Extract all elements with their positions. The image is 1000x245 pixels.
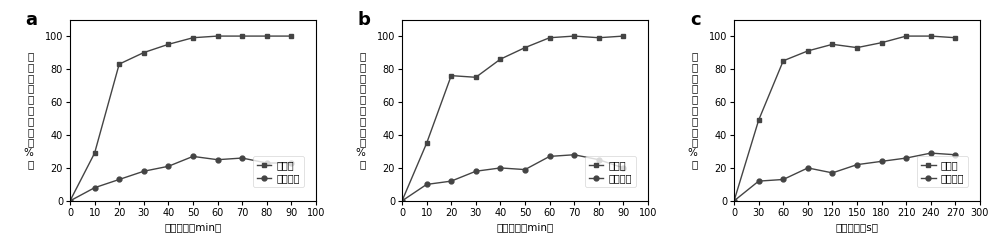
Line: 正突变率: 正突变率 bbox=[400, 152, 626, 203]
Line: 致死率: 致死率 bbox=[732, 34, 958, 203]
正突变率 bbox=[138, 170, 150, 173]
致死率 bbox=[187, 36, 199, 39]
正突变率 bbox=[162, 165, 174, 168]
致死率 bbox=[925, 35, 937, 37]
X-axis label: 诱变时间（min）: 诱变时间（min） bbox=[164, 222, 222, 232]
X-axis label: 诱变时间（s）: 诱变时间（s） bbox=[836, 222, 879, 232]
X-axis label: 诱变时间（min）: 诱变时间（min） bbox=[496, 222, 554, 232]
致死率 bbox=[162, 43, 174, 46]
正突变率 bbox=[593, 158, 605, 161]
正突变率 bbox=[568, 153, 580, 156]
Legend: 致死率, 正突变率: 致死率, 正突变率 bbox=[585, 156, 636, 187]
Legend: 致死率, 正突变率: 致死率, 正突变率 bbox=[253, 156, 304, 187]
正突变率 bbox=[519, 168, 531, 171]
致死率 bbox=[802, 49, 814, 52]
致死率 bbox=[544, 36, 556, 39]
Line: 致死率: 致死率 bbox=[68, 34, 294, 203]
Text: c: c bbox=[690, 11, 700, 28]
致死率 bbox=[728, 199, 740, 202]
致死率 bbox=[445, 74, 457, 77]
正突变率 bbox=[826, 172, 838, 174]
Line: 正突变率: 正突变率 bbox=[68, 154, 294, 203]
致死率 bbox=[826, 43, 838, 46]
致死率 bbox=[64, 199, 76, 202]
正突变率 bbox=[802, 166, 814, 169]
正突变率 bbox=[617, 166, 629, 169]
正突变率 bbox=[89, 186, 101, 189]
Line: 致死率: 致死率 bbox=[400, 34, 626, 203]
致死率 bbox=[113, 63, 125, 66]
正突变率 bbox=[544, 155, 556, 158]
正突变率 bbox=[753, 180, 765, 183]
正突变率 bbox=[851, 163, 863, 166]
正突变率 bbox=[421, 183, 433, 186]
致死率 bbox=[285, 35, 297, 37]
致死率 bbox=[212, 35, 224, 37]
致死率 bbox=[494, 58, 506, 61]
正突变率 bbox=[900, 157, 912, 159]
正突变率 bbox=[396, 199, 408, 202]
致死率 bbox=[753, 119, 765, 122]
正突变率 bbox=[494, 166, 506, 169]
正突变率 bbox=[445, 180, 457, 183]
正突变率 bbox=[64, 199, 76, 202]
致死率 bbox=[900, 35, 912, 37]
Y-axis label: 致
死
率
／
正
突
变
率
（
%
）: 致 死 率 ／ 正 突 变 率 （ % ） bbox=[688, 51, 698, 169]
正突变率 bbox=[113, 178, 125, 181]
Y-axis label: 致
死
率
／
正
突
变
率
（
%
）: 致 死 率 ／ 正 突 变 率 （ % ） bbox=[356, 51, 366, 169]
致死率 bbox=[261, 35, 273, 37]
致死率 bbox=[89, 152, 101, 155]
正突变率 bbox=[261, 161, 273, 164]
致死率 bbox=[617, 35, 629, 37]
正突变率 bbox=[876, 160, 888, 163]
正突变率 bbox=[777, 178, 789, 181]
正突变率 bbox=[236, 157, 248, 159]
致死率 bbox=[236, 35, 248, 37]
正突变率 bbox=[925, 152, 937, 155]
致死率 bbox=[470, 76, 482, 79]
Line: 正突变率: 正突变率 bbox=[732, 151, 958, 203]
致死率 bbox=[777, 59, 789, 62]
Legend: 致死率, 正突变率: 致死率, 正突变率 bbox=[917, 156, 968, 187]
致死率 bbox=[876, 41, 888, 44]
正突变率 bbox=[728, 199, 740, 202]
正突变率 bbox=[212, 158, 224, 161]
致死率 bbox=[519, 46, 531, 49]
致死率 bbox=[138, 51, 150, 54]
正突变率 bbox=[949, 153, 961, 156]
致死率 bbox=[396, 199, 408, 202]
致死率 bbox=[421, 142, 433, 145]
Text: b: b bbox=[358, 11, 371, 28]
致死率 bbox=[949, 36, 961, 39]
致死率 bbox=[568, 35, 580, 37]
Text: a: a bbox=[26, 11, 38, 28]
正突变率 bbox=[470, 170, 482, 173]
正突变率 bbox=[285, 161, 297, 164]
致死率 bbox=[593, 36, 605, 39]
正突变率 bbox=[187, 155, 199, 158]
致死率 bbox=[851, 46, 863, 49]
Y-axis label: 致
死
率
／
正
突
变
率
（
%
）: 致 死 率 ／ 正 突 变 率 （ % ） bbox=[24, 51, 34, 169]
